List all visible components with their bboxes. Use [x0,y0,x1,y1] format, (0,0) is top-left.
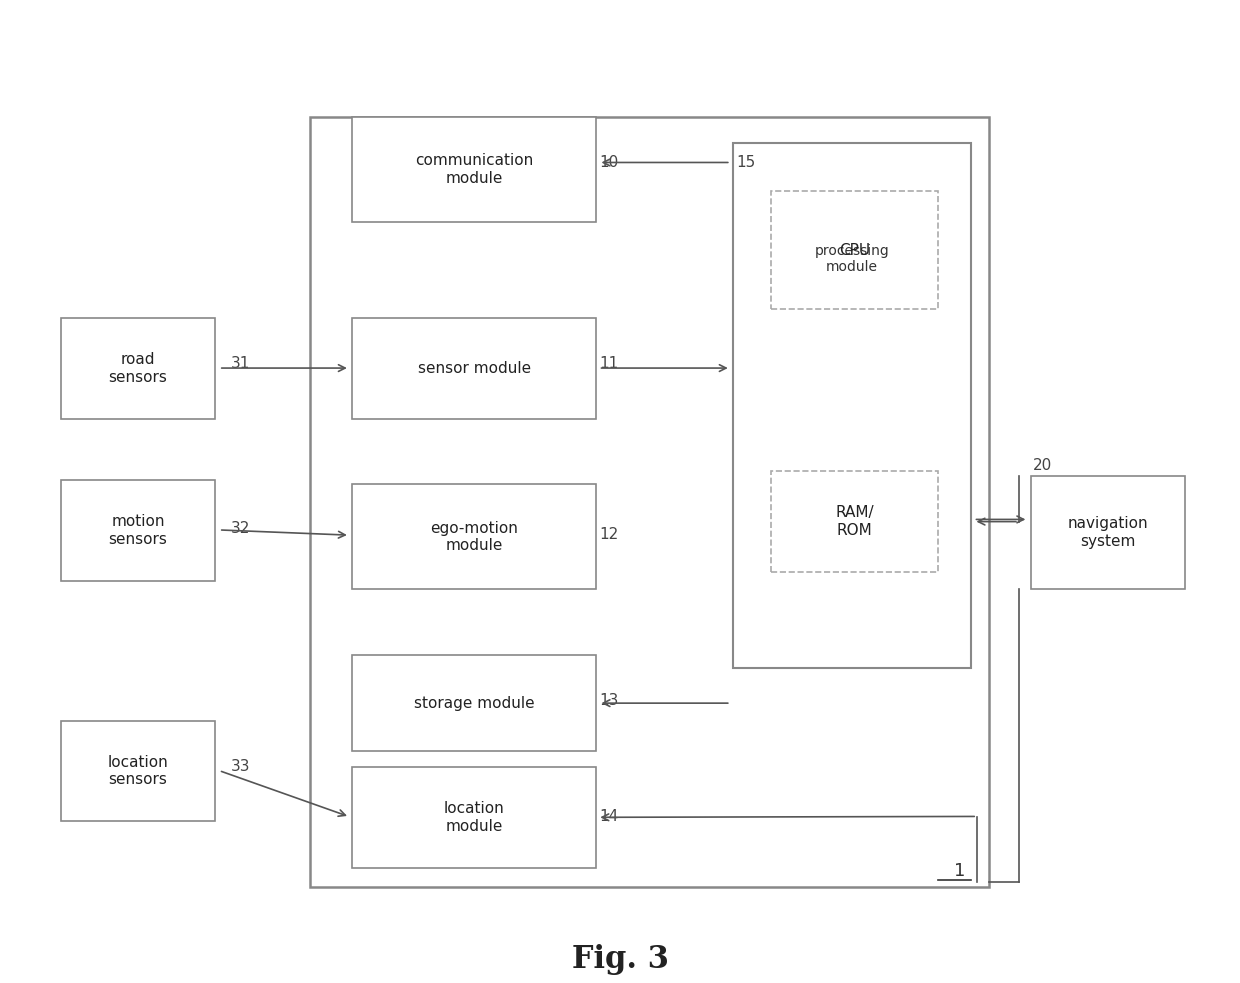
Text: 14: 14 [600,809,619,825]
Text: ego-motion
module: ego-motion module [430,521,518,553]
Bar [61,480,216,581]
Text: 20: 20 [1033,458,1053,473]
Text: Fig. 3: Fig. 3 [572,944,668,975]
Text: 15: 15 [737,155,756,170]
Bar [733,144,971,668]
Text: 12: 12 [600,527,619,542]
Text: sensor module: sensor module [418,361,531,376]
Text: location
module: location module [444,801,505,834]
Text: 32: 32 [231,521,250,536]
Bar [61,721,216,821]
Bar [352,485,596,590]
Text: 13: 13 [600,693,619,708]
Bar [352,767,596,868]
Bar [1030,476,1185,590]
Text: motion
sensors: motion sensors [108,514,167,547]
Bar [771,471,937,572]
Bar [771,192,937,310]
Text: processing
module: processing module [815,244,889,274]
Text: road
sensors: road sensors [108,352,167,384]
Bar [310,117,990,887]
Bar [61,318,216,419]
Bar [352,318,596,419]
Text: RAM/
ROM: RAM/ ROM [836,505,874,538]
Text: 31: 31 [231,356,250,372]
Text: 10: 10 [600,155,619,170]
Text: 33: 33 [231,759,250,774]
Text: storage module: storage module [414,696,534,711]
Text: 11: 11 [600,356,619,372]
Text: CPU: CPU [839,243,870,258]
Text: communication
module: communication module [415,153,533,186]
Text: navigation
system: navigation system [1068,516,1148,549]
Text: 1: 1 [954,862,965,880]
Text: location
sensors: location sensors [108,755,169,787]
Bar [352,655,596,751]
Bar [352,117,596,222]
